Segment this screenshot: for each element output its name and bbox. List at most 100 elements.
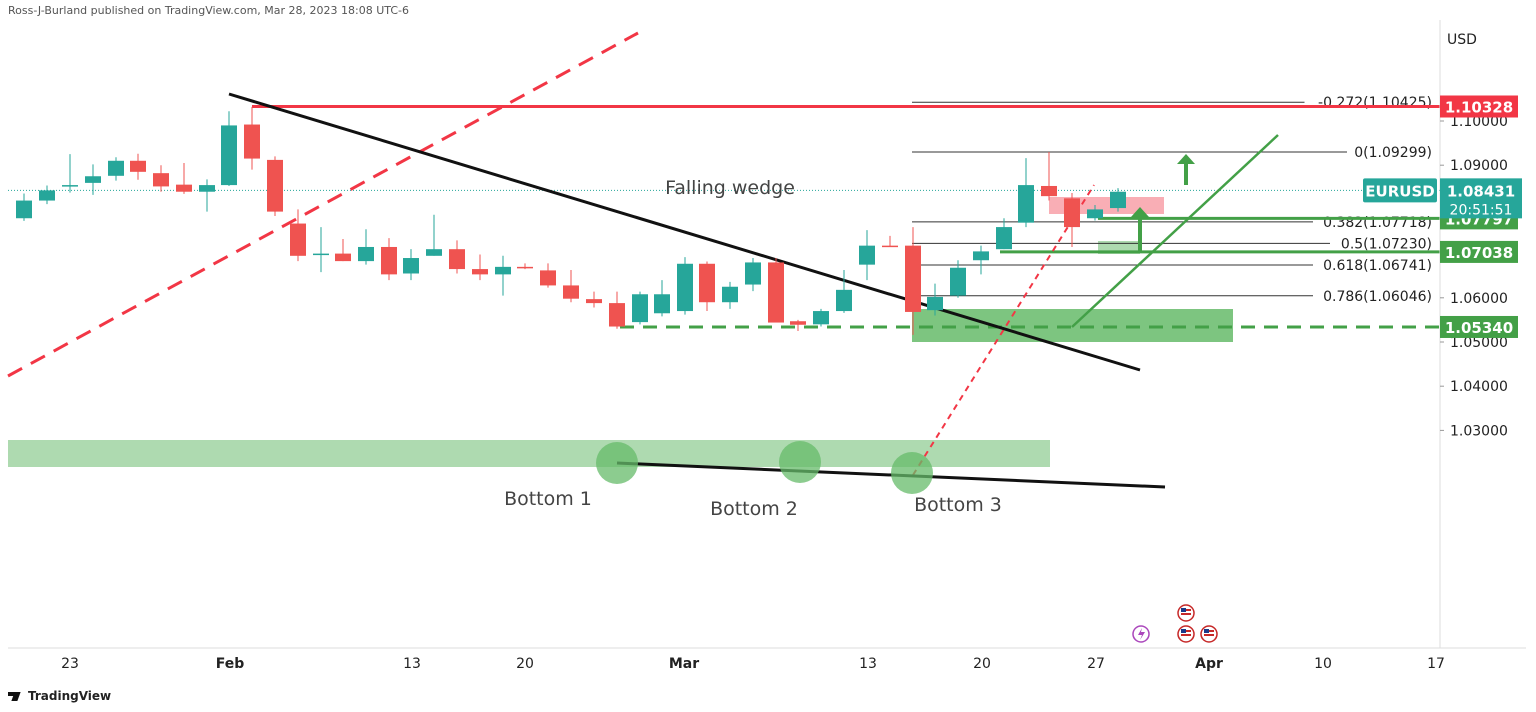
annotation-label: Bottom 3 (914, 494, 1002, 516)
footer[interactable]: TradingView (8, 689, 111, 703)
candle-body (1064, 198, 1080, 228)
fib-level-label: -0.272(1.10425) (1318, 95, 1432, 111)
candle-body (563, 285, 579, 299)
candle (1041, 151, 1057, 201)
candle-body (335, 253, 351, 262)
candle (472, 254, 488, 281)
candle (790, 319, 806, 331)
candle-body (449, 249, 465, 270)
price-tag-label: 1.05340 (1445, 319, 1513, 337)
candle-body (130, 160, 146, 172)
y-tick-label: 1.05000 (1450, 335, 1508, 351)
price-tag-bg (1440, 95, 1518, 118)
candle-body (586, 299, 602, 304)
wedge-upper-line (228, 92, 1141, 372)
arrow-head (1131, 207, 1149, 217)
bottom-marker-3 (891, 452, 933, 494)
support-zone-bottom (8, 440, 1050, 467)
candle (540, 263, 556, 288)
candle-body (313, 253, 329, 256)
candles-layer (16, 106, 1126, 335)
current-price-bg (1440, 178, 1522, 219)
up-arrow-icon (1131, 207, 1149, 251)
price-tag-bg (1440, 240, 1518, 263)
x-tick-label: 20 (973, 656, 991, 672)
candle-body (677, 263, 693, 312)
overlay-layer: Falling wedge Bottom 1 Bottom 2 Bottom 3 (504, 154, 1195, 520)
fib-level-label: 0.786(1.06046) (1323, 289, 1432, 305)
candle (768, 258, 784, 323)
lines-layer: -0.272(1.10425)0(1.09299)0.382(1.07718)0… (7, 31, 1440, 489)
candle (699, 261, 715, 312)
candle-body (905, 245, 921, 312)
flag-stripe (1204, 634, 1214, 636)
y-tick-label: 1.03000 (1450, 423, 1508, 439)
fib-level-label: 0(1.09299) (1354, 145, 1432, 161)
candle (517, 263, 533, 270)
candle-body (358, 246, 374, 262)
wedge-lower-line (616, 461, 1166, 489)
candle-body (62, 185, 78, 187)
candle (358, 229, 374, 265)
y-tick-label: 1.10000 (1450, 114, 1508, 130)
candle (85, 164, 101, 195)
candle (62, 154, 78, 193)
candle-body (39, 190, 55, 201)
candle (632, 291, 648, 325)
candle-body (1087, 209, 1103, 219)
publisher-header: Ross-J-Burland published on TradingView.… (8, 4, 409, 17)
candle (950, 260, 966, 298)
candle (313, 227, 329, 273)
candle-body (859, 245, 875, 265)
candle (426, 214, 442, 256)
zones-layer (8, 197, 1233, 467)
candle-body (745, 262, 761, 285)
candle (176, 162, 192, 194)
candle (381, 238, 397, 281)
x-tick-label: 10 (1314, 656, 1332, 672)
price-tag: 1.05340 (1440, 315, 1518, 338)
candle (1087, 204, 1103, 221)
candle (108, 157, 124, 181)
candle (927, 283, 943, 316)
candle-body (632, 294, 648, 323)
bottom-marker-1 (596, 442, 638, 484)
candle (609, 291, 625, 329)
candle (996, 218, 1012, 250)
candle-body (950, 267, 966, 296)
candle-body (609, 303, 625, 327)
candle-body (16, 200, 32, 219)
bottom-marker-2 (779, 441, 821, 483)
candle (1064, 193, 1080, 247)
symbol-tag-label: EURUSD (1365, 182, 1434, 200)
candle (1018, 158, 1034, 228)
lightning-bolt-icon (1138, 628, 1145, 640)
price-tag-bg (1440, 315, 1518, 338)
candle-body (472, 269, 488, 275)
x-tick-label: 23 (61, 656, 79, 672)
annotation-label: Bottom 1 (504, 488, 592, 510)
flag-stripe (1181, 634, 1191, 636)
candle (290, 209, 306, 262)
candle (199, 179, 215, 212)
candle (677, 257, 693, 315)
price-tag: 1.07038 (1440, 240, 1518, 263)
y-tick-label: 1.09000 (1450, 158, 1508, 174)
price-tag-label: 1.10328 (1445, 99, 1513, 117)
price-tag: 1.10328 (1440, 95, 1518, 118)
candle-body (540, 270, 556, 286)
price-tag-label: 1.07038 (1445, 244, 1513, 262)
candle-body (768, 262, 784, 323)
candle (495, 255, 511, 296)
countdown-label: 20:51:51 (1450, 202, 1513, 218)
uptrend-line (1071, 134, 1279, 328)
candle (745, 258, 761, 292)
candle (403, 249, 419, 281)
candle-body (699, 263, 715, 303)
symbol-tag: EURUSD (1363, 178, 1437, 203)
axis-layer: USD 1.10000 1.09000 1.06000 1.05000 1.04000 1.… (8, 20, 1526, 672)
candle (859, 230, 875, 281)
dashed-trendline-left (7, 31, 639, 378)
candle-body (153, 173, 169, 187)
